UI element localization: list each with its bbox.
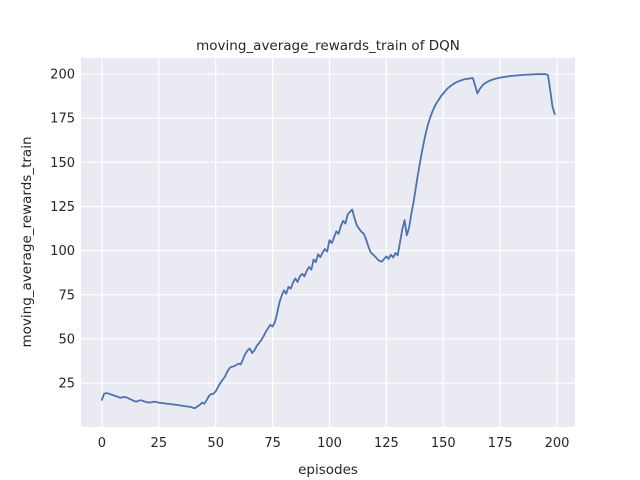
y-tick-label: 75: [58, 288, 75, 303]
y-tick-label: 125: [50, 200, 75, 215]
data-line: [101, 73, 556, 410]
y-axis-label: moving_average_rewards_train: [19, 136, 35, 348]
x-axis-label: episodes: [298, 462, 358, 478]
x-tick-label: 150: [431, 436, 456, 451]
axes-background: [81, 58, 575, 427]
y-tick-label: 175: [50, 112, 75, 127]
y-tick-label: 150: [50, 156, 75, 171]
x-tick-label: 50: [207, 436, 224, 451]
x-tick-label: 125: [374, 436, 399, 451]
x-tick-label: 75: [264, 436, 281, 451]
y-tick-label: 25: [58, 377, 75, 392]
x-tick-label: 25: [151, 436, 168, 451]
chart-title: moving_average_rewards_train of DQN: [196, 38, 460, 54]
y-tick-label: 100: [50, 244, 75, 259]
x-tick-label: 175: [488, 436, 513, 451]
y-tick-label: 50: [58, 332, 75, 347]
x-tick-label: 100: [317, 436, 342, 451]
x-tick-label: 0: [98, 436, 106, 451]
x-tick-label: 200: [545, 436, 570, 451]
y-tick-label: 200: [50, 68, 75, 83]
